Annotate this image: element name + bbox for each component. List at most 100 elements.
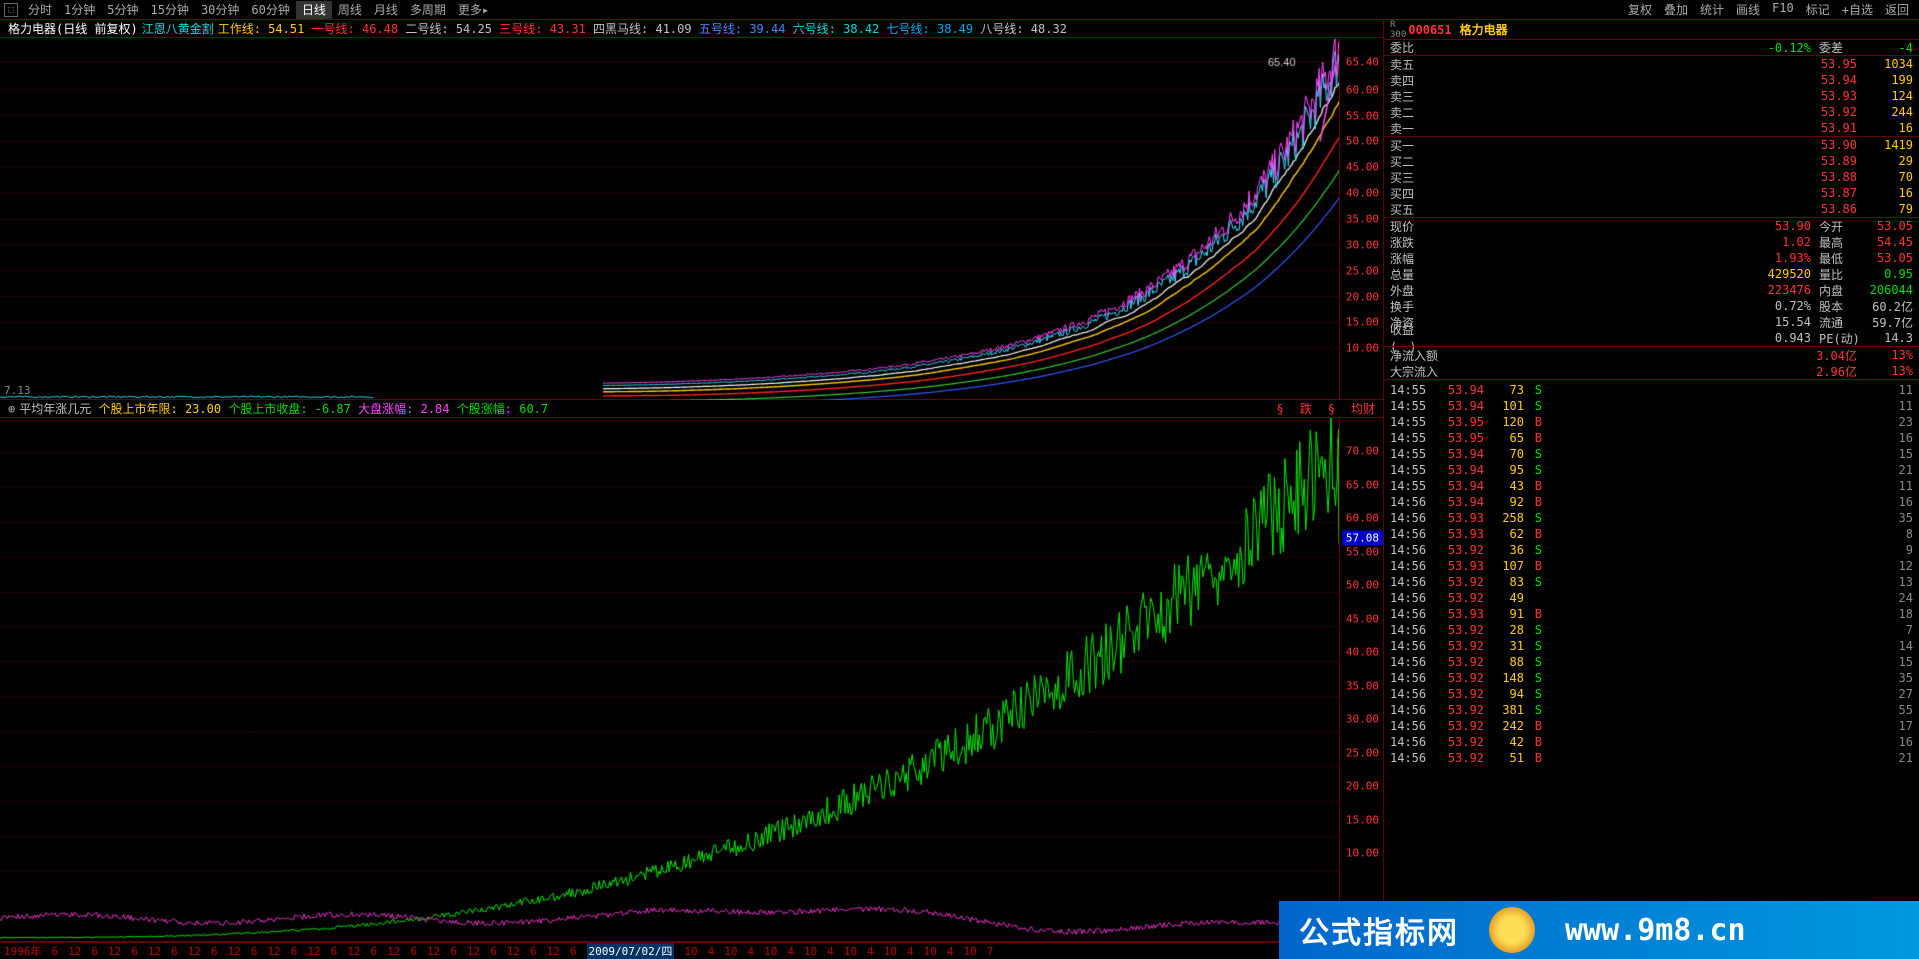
order-row: 买二53.8929 [1384, 153, 1919, 169]
toolbar-btn-5[interactable]: 标记 [1800, 1, 1836, 18]
indicator-item: 一号线: 46.48 [312, 22, 406, 36]
order-row: 买五53.8679 [1384, 201, 1919, 217]
stock-code[interactable]: 000651 [1408, 23, 1451, 37]
tick-row: 14:5553.9443B11 [1390, 478, 1913, 494]
time-label: 10 [844, 945, 857, 958]
marker: 跌 [1300, 402, 1312, 416]
order-row: 卖五53.951034 [1384, 56, 1919, 72]
expand-icon[interactable]: ⬚ [4, 3, 18, 17]
stat-row: 涨跌1.02最高54.45 [1384, 234, 1919, 250]
time-label: 10 [884, 945, 897, 958]
order-row: 买四53.8716 [1384, 185, 1919, 201]
tick-row: 14:5653.9288S15 [1390, 654, 1913, 670]
stat-row: 外盘223476内盘206044 [1384, 282, 1919, 298]
tick-row: 14:5553.94101S11 [1390, 398, 1913, 414]
y-tick: 70.00 [1346, 445, 1379, 458]
indicator-item: 大盘涨幅: 2.84 [351, 402, 450, 416]
low-label: 7.13 [4, 384, 31, 397]
timeframe-3[interactable]: 15分钟 [144, 1, 194, 19]
time-label: 12 [268, 945, 281, 958]
timeframe-6[interactable]: 日线 [296, 1, 332, 19]
marker: 均财 [1351, 402, 1375, 416]
y-tick: 10.00 [1346, 342, 1379, 355]
y-tick: 65.00 [1346, 478, 1379, 491]
tick-row: 14:5653.92381S55 [1390, 702, 1913, 718]
y-tick: 45.00 [1346, 612, 1379, 625]
time-label: 6 [52, 945, 59, 958]
tick-row: 14:5653.9362B8 [1390, 526, 1913, 542]
time-label: 12 [547, 945, 560, 958]
toolbar-btn-1[interactable]: 叠加 [1658, 1, 1694, 18]
tick-row: 14:5653.9391B18 [1390, 606, 1913, 622]
timeframe-2[interactable]: 5分钟 [101, 1, 144, 19]
timeframe-8[interactable]: 月线 [368, 1, 404, 19]
indicator-item: 五号线: 39.44 [699, 22, 793, 36]
flow-row: 大宗流入2.96亿13% [1384, 363, 1919, 379]
time-label: 6 [331, 945, 338, 958]
toolbar-btn-3[interactable]: 画线 [1730, 1, 1766, 18]
tick-row: 14:5653.93107B12 [1390, 558, 1913, 574]
time-label: 10 [804, 945, 817, 958]
time-label: 6 [490, 945, 497, 958]
time-label: 10 [963, 945, 976, 958]
timeframe-7[interactable]: 周线 [332, 1, 368, 19]
time-label: 6 [171, 945, 178, 958]
time-label: 10 [924, 945, 937, 958]
timeframe-1[interactable]: 1分钟 [58, 1, 101, 19]
toolbar-btn-2[interactable]: 统计 [1694, 1, 1730, 18]
y-tick: 60.00 [1346, 512, 1379, 525]
tick-list: 14:5553.9473S1114:5553.94101S11 14:5553.9… [1384, 380, 1919, 959]
time-label: 12 [307, 945, 320, 958]
tick-row: 14:5653.9283S13 [1390, 574, 1913, 590]
toolbar-btn-0[interactable]: 复权 [1622, 1, 1658, 18]
marker: § [1277, 402, 1284, 416]
y-tick: 35.00 [1346, 679, 1379, 692]
y-tick: 15.00 [1346, 316, 1379, 329]
weibi-value: -0.12% [1428, 41, 1811, 55]
watermark-url: www.9m8.cn [1565, 913, 1746, 948]
tick-row: 14:5553.9495S21 [1390, 462, 1913, 478]
order-row: 卖四53.94199 [1384, 72, 1919, 88]
timeframe-9[interactable]: 多周期 [404, 1, 452, 19]
y-tick: 20.00 [1346, 780, 1379, 793]
toolbar-btn-6[interactable]: +自选 [1836, 1, 1879, 18]
indicator-item: 六号线: 38.42 [793, 22, 887, 36]
tick-row: 14:5653.92148S35 [1390, 670, 1913, 686]
stat-row: 换手0.72%股本60.2亿 [1384, 298, 1919, 314]
time-label: 4 [827, 945, 834, 958]
y-tick: 30.00 [1346, 713, 1379, 726]
time-label: 6 [251, 945, 258, 958]
y-tick: 65.40 [1346, 55, 1379, 68]
y-tick: 25.00 [1346, 746, 1379, 759]
weibi-label: 委比 [1390, 39, 1428, 56]
tick-row: 14:5653.9231S14 [1390, 638, 1913, 654]
stock-name[interactable]: 格力电器 [1460, 21, 1508, 38]
timeframe-0[interactable]: 分时 [22, 1, 58, 19]
time-label: 6 [291, 945, 298, 958]
plus-icon[interactable]: ⊕ [8, 402, 15, 416]
time-label: 4 [708, 945, 715, 958]
time-label: 6 [371, 945, 378, 958]
tick-row: 14:5553.9473S11 [1390, 382, 1913, 398]
timeframe-4[interactable]: 30分钟 [195, 1, 245, 19]
time-label: 12 [507, 945, 520, 958]
timeframe-10[interactable]: 更多▸ [452, 1, 495, 19]
price-chart-panel[interactable]: 65.4060.0055.0050.0045.0040.0035.0030.00… [0, 38, 1383, 400]
sub-y-axis: 70.0065.0060.0055.0050.0045.0040.0035.00… [1339, 418, 1383, 941]
indicator-item: 工作线: 54.51 [218, 22, 312, 36]
toolbar-btn-4[interactable]: F10 [1766, 1, 1800, 18]
timeframe-5[interactable]: 60分钟 [245, 1, 295, 19]
tick-row: 14:5653.9251B21 [1390, 750, 1913, 766]
y-tick: 10.00 [1346, 847, 1379, 860]
tick-row: 14:5553.9470S15 [1390, 446, 1913, 462]
weicha-value: -4 [1857, 41, 1913, 55]
toolbar-btn-7[interactable]: 返回 [1879, 1, 1915, 18]
order-row: 买三53.8870 [1384, 169, 1919, 185]
stat-row: 总量429520量比0.95 [1384, 266, 1919, 282]
flow-row: 净流入额3.04亿13% [1384, 347, 1919, 363]
tick-row: 14:5653.9492B16 [1390, 494, 1913, 510]
sub-chart-panel[interactable]: 70.0065.0060.0055.0050.0045.0040.0035.00… [0, 418, 1383, 942]
time-label: 10 [764, 945, 777, 958]
indicator-item: 平均年涨几元 [19, 402, 98, 416]
indicator-item: 个股上市收盘: -6.87 [221, 402, 351, 416]
